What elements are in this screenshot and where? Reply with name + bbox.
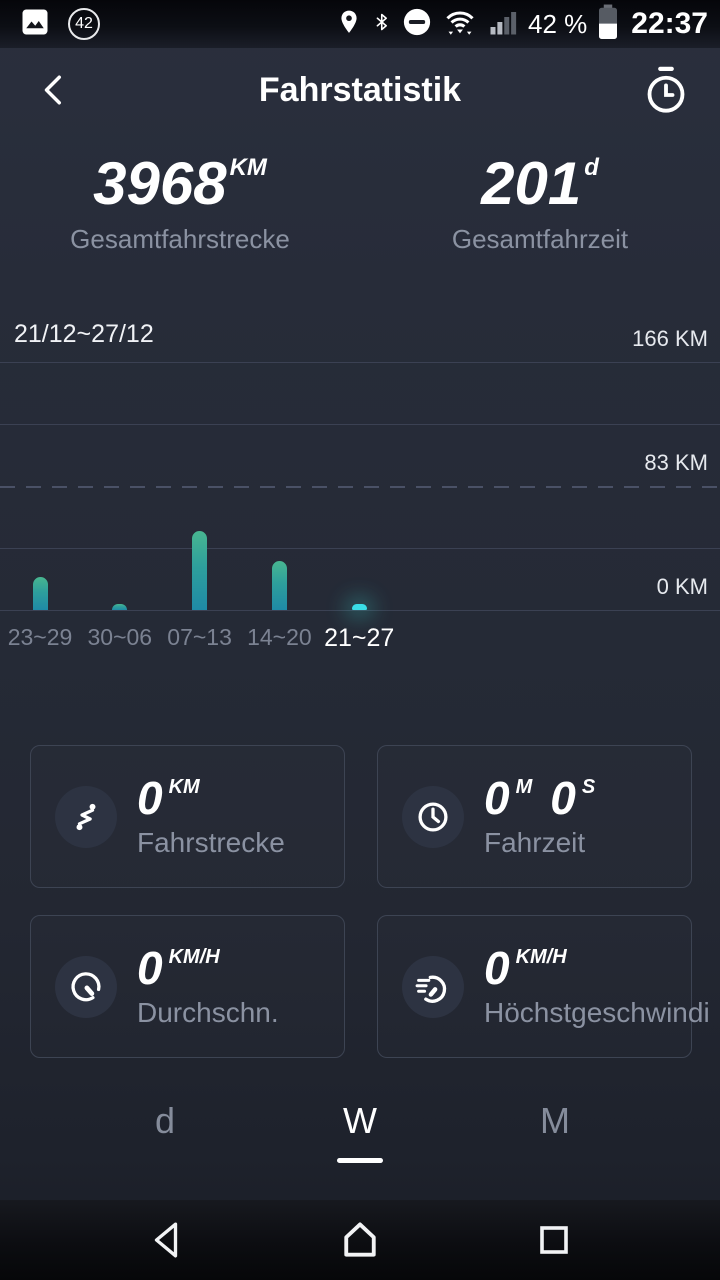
card-unit: KM bbox=[168, 775, 200, 798]
chart-x-label-07~13[interactable]: 07~13 bbox=[167, 624, 232, 650]
total-distance-label: Gesamtfahrstrecke bbox=[70, 224, 290, 254]
card-value-row: 0 M 0 S bbox=[484, 775, 595, 821]
weekly-bar-chart: 21/12~27/12 166 KM 83 KM 0 KM 23~29 30~06 07~… bbox=[0, 310, 720, 660]
wifi-icon bbox=[442, 6, 478, 43]
location-icon bbox=[336, 7, 362, 42]
chart-gridline bbox=[0, 362, 720, 363]
gallery-notification-icon bbox=[20, 7, 50, 42]
tab-month-label: M bbox=[540, 1100, 570, 1141]
chart-y-tick-label: 83 KM bbox=[644, 450, 708, 475]
route-icon bbox=[55, 785, 117, 848]
chart-bar-14~20[interactable] bbox=[271, 561, 287, 610]
card-label: Durchschn. bbox=[137, 996, 279, 1028]
total-distance-unit: KM bbox=[229, 154, 267, 181]
chart-gridline bbox=[0, 610, 720, 611]
stopwatch-history-button[interactable] bbox=[640, 64, 692, 116]
card-unit: KM/H bbox=[515, 945, 567, 968]
card-body: 0 KM/H Höchstgeschwindi bbox=[484, 945, 710, 1029]
battery-icon bbox=[597, 4, 619, 45]
chart-y-tick-label: 166 KM bbox=[632, 326, 708, 351]
back-button[interactable] bbox=[30, 66, 78, 114]
total-distance: 3968 KM Gesamtfahrstrecke bbox=[0, 152, 360, 272]
clock-icon bbox=[402, 785, 464, 848]
card-body: 0 KM/H Durchschn. bbox=[137, 945, 279, 1029]
tab-day[interactable]: d bbox=[155, 1100, 175, 1142]
total-time-label: Gesamtfahrzeit bbox=[451, 224, 629, 254]
dnd-icon bbox=[402, 7, 432, 42]
total-time-unit: d bbox=[584, 154, 599, 181]
period-tabs: d W M bbox=[0, 1092, 720, 1182]
chart-gridline bbox=[0, 486, 720, 488]
tab-underline bbox=[337, 1158, 383, 1163]
tab-week[interactable]: W bbox=[337, 1100, 383, 1163]
page-title: Fahrstatistik bbox=[258, 70, 462, 109]
card-value: 0 bbox=[484, 941, 510, 994]
card-body: 0 M 0 S Fahrzeit bbox=[484, 775, 595, 859]
tab-week-label: W bbox=[343, 1100, 377, 1141]
chart-x-label-14~20[interactable]: 14~20 bbox=[247, 624, 312, 650]
badge-42-icon: 42 bbox=[68, 8, 100, 40]
chart-bar-07~13[interactable] bbox=[192, 531, 208, 610]
total-distance-value-row: 3968 KM bbox=[93, 152, 267, 216]
card-value: 0 bbox=[137, 941, 163, 994]
chart-x-label-30~06[interactable]: 30~06 bbox=[87, 624, 153, 650]
card-value-row: 0 KM/H bbox=[137, 945, 279, 991]
app-header: Fahrstatistik bbox=[0, 48, 720, 132]
card-value: 0 bbox=[137, 771, 163, 824]
card-body: 0 KM Fahrstrecke bbox=[137, 775, 285, 859]
card-value-row: 0 KM bbox=[137, 775, 285, 821]
chart-gridline bbox=[0, 548, 720, 549]
card-fahrzeit: 0 M 0 S Fahrzeit bbox=[377, 745, 692, 888]
nav-home-icon[interactable] bbox=[330, 1210, 390, 1270]
gauge-icon bbox=[55, 955, 117, 1018]
nav-recents-icon[interactable] bbox=[524, 1210, 584, 1270]
status-bar: 42 42 % 22:37 bbox=[0, 0, 720, 48]
battery-percent-text: 42 % bbox=[528, 8, 588, 39]
tab-day-label: d bbox=[154, 1100, 176, 1141]
totals-row: 3968 KM Gesamtfahrstrecke 201 d Gesamtfa… bbox=[0, 152, 720, 272]
android-nav-bar bbox=[0, 1200, 720, 1280]
status-bar-left: 42 bbox=[20, 7, 100, 42]
chart-period-label: 21/12~27/12 bbox=[14, 320, 154, 348]
card-hoechstgeschwindigkeit: 0 KM/H Höchstgeschwindi bbox=[377, 915, 710, 1058]
chart-x-label-23~29[interactable]: 23~29 bbox=[7, 624, 73, 650]
card-label: Fahrzeit bbox=[484, 826, 586, 858]
card-durchschnitt: 0 KM/H Durchschn. bbox=[30, 915, 345, 1058]
clock-text: 22:37 bbox=[631, 7, 708, 40]
card-value-seconds: 0 bbox=[550, 771, 576, 824]
stat-cards-grid: 0 KM Fahrstrecke 0 M 0 S Fahrzeit bbox=[30, 745, 710, 1058]
nav-back-icon[interactable] bbox=[136, 1210, 196, 1270]
card-unit: KM/H bbox=[168, 945, 220, 968]
card-value-row: 0 KM/H bbox=[484, 945, 710, 991]
total-time-value-row: 201 d bbox=[481, 152, 599, 216]
card-unit-seconds: S bbox=[581, 775, 596, 798]
chart-x-label-21~27[interactable]: 21~27 bbox=[324, 624, 395, 652]
chart-bar-30~06[interactable] bbox=[112, 604, 128, 610]
chart-bar-23~29[interactable] bbox=[32, 577, 48, 610]
chart-y-tick-label: 0 KM bbox=[656, 574, 708, 599]
status-bar-right: 42 % 22:37 bbox=[336, 4, 708, 45]
card-label: Höchstgeschwindi bbox=[484, 996, 710, 1028]
card-label: Fahrstrecke bbox=[137, 826, 285, 858]
total-time-value: 201 bbox=[481, 150, 582, 217]
card-fahrstrecke: 0 KM Fahrstrecke bbox=[30, 745, 345, 888]
bluetooth-icon bbox=[372, 7, 392, 42]
speedometer-lines-icon bbox=[402, 955, 464, 1018]
total-time: 201 d Gesamtfahrzeit bbox=[360, 152, 720, 272]
signal-icon bbox=[488, 7, 518, 42]
tab-month[interactable]: M bbox=[540, 1100, 570, 1142]
chart-bar-21~27[interactable] bbox=[351, 604, 367, 610]
chart-gridline bbox=[0, 424, 720, 425]
total-distance-value: 3968 bbox=[93, 150, 227, 217]
card-value-minutes: 0 bbox=[484, 771, 510, 824]
card-unit-minutes: M bbox=[515, 775, 533, 798]
